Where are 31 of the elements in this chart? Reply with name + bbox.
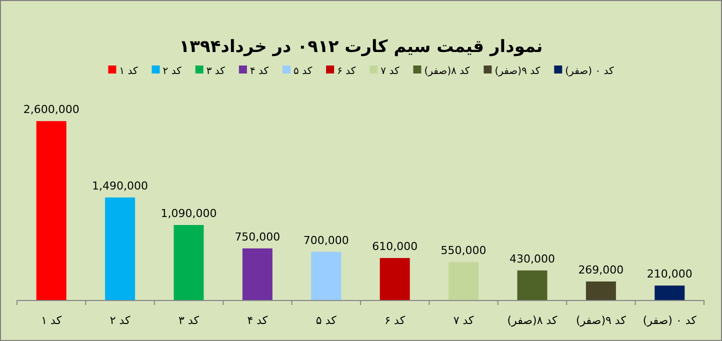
x-tick-label: کد ۴ (247, 314, 268, 327)
data-label: 430,000 (510, 252, 555, 266)
data-label: 269,000 (578, 263, 624, 276)
x-tick-label: کد ۷ (453, 314, 475, 327)
x-tick-label: کد ۶ (384, 314, 406, 327)
x-tick-label: کد ۲ (110, 314, 132, 327)
legend-label: کد ۶ (337, 66, 356, 77)
data-label: 700,000 (303, 234, 349, 247)
data-label: 610,000 (372, 240, 418, 254)
legend-label: کد ۳ (206, 66, 226, 77)
data-label: 1,490,000 (92, 179, 148, 192)
x-tick-label: کد ۳ (178, 314, 200, 327)
legend-label: کد ۲ (162, 66, 182, 77)
x-tick-label: کد ۵ (316, 314, 338, 327)
data-label: 550,000 (440, 244, 486, 258)
legend-label: کد ۸(صفر) (424, 66, 470, 77)
data-label: 1,090,000 (160, 207, 217, 220)
data-label: 210,000 (646, 268, 692, 281)
legend-label: کد ۴ (250, 66, 269, 77)
chart-title: نمودار قیمت سیم کارت ۰۹۱۲ در خرداد۱۳۹۴ (179, 37, 543, 57)
x-tick-label: کد ۱ (41, 314, 62, 327)
legend-label: کد ۵ (294, 66, 312, 77)
legend-label: کد ۷ (380, 66, 400, 77)
legend-label: کد ۹(صفر) (494, 66, 540, 77)
legend-label: کد ۱ (119, 66, 138, 77)
data-label: 2,600,000 (23, 103, 80, 116)
legend-label: کد ۰ (صفر) (565, 66, 614, 77)
x-tick-label: کد ۹(صفر) (576, 314, 627, 327)
x-tick-label: کد ۰ (صفر) (642, 314, 698, 327)
x-tick-label: کد ۸(صفر) (507, 314, 558, 327)
data-label: 750,000 (234, 230, 280, 244)
